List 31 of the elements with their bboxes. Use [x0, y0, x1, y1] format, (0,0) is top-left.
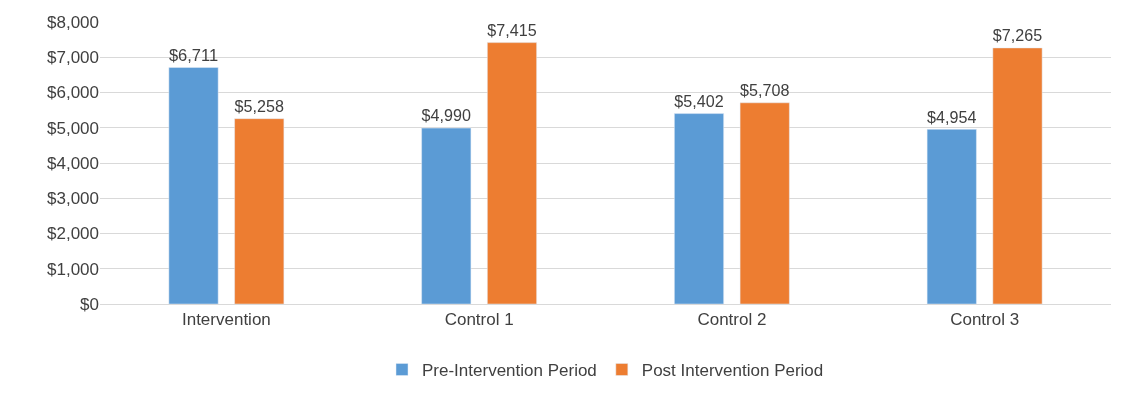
bar	[992, 47, 1043, 304]
x-tick-label: Control 1	[444, 310, 514, 330]
data-label: $6,711	[168, 45, 219, 64]
y-tick-label: $1,000	[47, 259, 99, 279]
bar	[926, 129, 977, 304]
y-tick-label: $2,000	[47, 224, 99, 244]
bar	[234, 118, 285, 304]
y-tick-label: $7,000	[47, 48, 99, 68]
bar	[739, 102, 790, 304]
data-label: $7,415	[487, 20, 537, 39]
bar	[487, 42, 537, 304]
x-tick-label: Intervention	[181, 310, 271, 330]
y-tick-label: $3,000	[47, 189, 99, 209]
data-label: $7,265	[992, 26, 1043, 45]
x-tick-label: Control 3	[950, 310, 1020, 330]
y-tick-label: $6,000	[47, 83, 99, 103]
bar	[168, 67, 219, 304]
data-label: $4,990	[421, 106, 471, 125]
legend-label: Post Intervention Period	[641, 361, 824, 381]
y-tick-label: $0	[80, 294, 99, 314]
data-label: $5,708	[740, 81, 790, 99]
data-label: $5,402	[674, 91, 724, 110]
legend-label: Pre-Intervention Period	[422, 361, 597, 381]
data-label: $4,954	[927, 107, 977, 126]
y-tick-label: $4,000	[47, 153, 99, 173]
x-tick-label: Control 2	[697, 310, 767, 330]
data-label: $5,258	[234, 96, 284, 115]
bar	[674, 113, 724, 304]
y-tick-label: $5,000	[47, 118, 99, 138]
bar	[421, 127, 472, 304]
y-tick-label: $8,000	[47, 12, 99, 32]
